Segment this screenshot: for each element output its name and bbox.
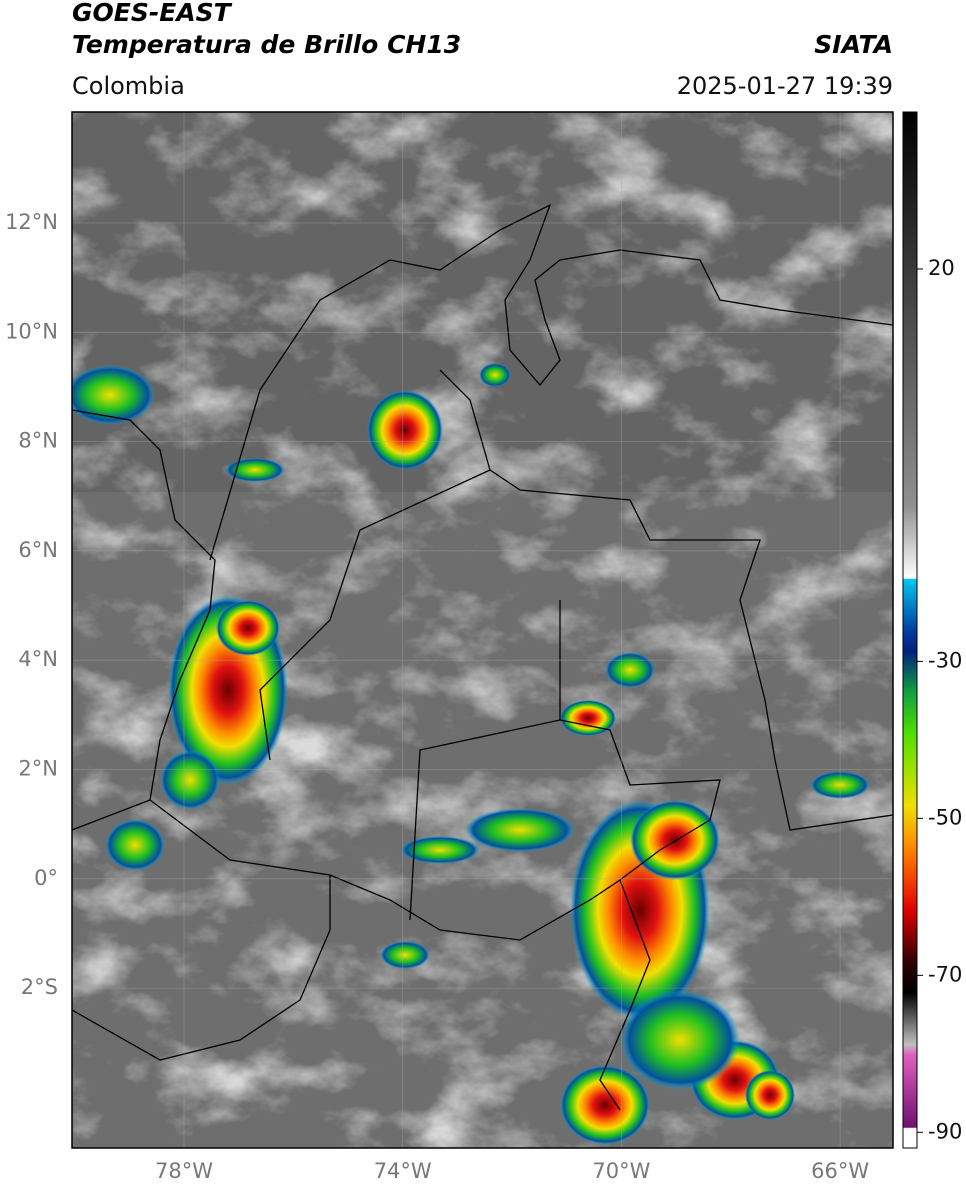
title: GOES-EAST	[72, 0, 233, 27]
lon-label: 66°W	[811, 1159, 869, 1183]
colorbar-tick-label: -90	[928, 1119, 962, 1143]
map-frame	[71, 111, 894, 1149]
colorbar-tick-label: -30	[928, 648, 962, 672]
lon-label: 70°W	[592, 1159, 650, 1183]
satellite-image	[72, 112, 893, 1148]
colorbar-tick-label: -70	[928, 962, 962, 986]
lon-label: 78°W	[155, 1159, 213, 1183]
borders	[72, 203, 893, 1111]
datetime: 2025-01-27 19:39	[677, 72, 893, 100]
colorbar	[902, 111, 918, 1149]
convection	[72, 363, 870, 1145]
colorbar-tick-label: -50	[928, 805, 962, 829]
lat-label: 8°N	[18, 429, 58, 453]
region: Colombia	[72, 72, 185, 100]
lat-label: 2°N	[18, 757, 58, 781]
lat-label: 6°N	[18, 538, 58, 562]
lat-label: 4°N	[18, 647, 58, 671]
colorbar-tick-label: 20	[928, 256, 955, 280]
lat-label: 2°S	[21, 975, 58, 999]
lon-label: 74°W	[374, 1159, 432, 1183]
lat-label: 0°	[34, 866, 58, 890]
lat-label: 10°N	[5, 319, 58, 343]
grid	[72, 112, 893, 1148]
lat-label: 12°N	[5, 210, 58, 234]
source: SIATA	[814, 30, 893, 59]
subtitle: Temperatura de Brillo CH13	[72, 30, 461, 59]
